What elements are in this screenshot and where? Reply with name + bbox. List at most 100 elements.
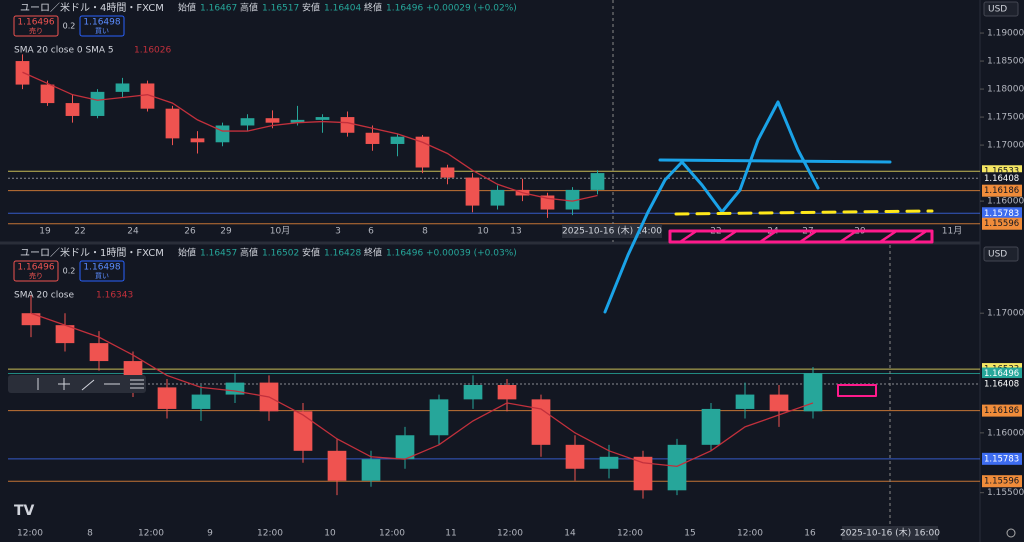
candle-body <box>497 385 517 400</box>
buy-price: 1.16498 <box>83 263 120 273</box>
sell-button[interactable] <box>13 15 59 37</box>
time-label: 12:00 <box>497 529 523 539</box>
time-label: 8 <box>422 227 428 237</box>
drawing-toolbar <box>8 375 146 393</box>
candle-body <box>429 399 449 436</box>
symbol: ユーロ／米ドル・1時間・FXCM <box>20 246 164 259</box>
candle-body <box>90 91 105 116</box>
time-label: 6 <box>368 227 374 237</box>
y-tick-label: 1.19000 <box>987 29 1024 39</box>
candle-body <box>735 394 755 409</box>
indicator: SMA 20 close 0 SMA 5 <box>14 46 114 56</box>
buy-button[interactable] <box>79 15 125 37</box>
candle-body <box>265 118 280 123</box>
drawn-pattern <box>603 100 820 314</box>
candle-body <box>803 373 823 412</box>
y-tick-label: 1.18500 <box>987 57 1024 67</box>
drawn-neckline <box>658 158 892 164</box>
crosshair-time: 2025-10-16 (木) 16:00 <box>840 527 940 539</box>
y-tick-label: 1.16000 <box>987 197 1024 207</box>
candle-body <box>565 189 580 210</box>
drawn-box <box>837 384 877 397</box>
candle-body <box>290 119 305 123</box>
candle-body <box>21 313 41 326</box>
level-tag <box>982 378 1022 391</box>
candle-body <box>115 83 130 92</box>
time-label: 26 <box>184 227 196 237</box>
buy-price: 1.16498 <box>83 18 120 28</box>
currency-button[interactable] <box>983 246 1019 262</box>
sell-button[interactable] <box>13 260 59 282</box>
spread: 0.2 <box>63 22 76 31</box>
quote-label: 始値 <box>178 247 196 259</box>
candle-body <box>440 167 455 178</box>
quote-label: 終値 <box>364 247 382 259</box>
candle-body <box>55 325 75 344</box>
candle-body <box>590 173 605 190</box>
level-tag <box>982 475 1022 488</box>
candle-body <box>40 84 55 104</box>
candle-body <box>215 125 230 143</box>
quote-value: 1.16428 <box>324 249 361 259</box>
quote-value: 1.16467 <box>200 4 237 14</box>
quote-value: 1.16496 <box>386 249 423 259</box>
level-label: 1.16186 <box>984 186 1019 196</box>
time-label: 12:00 <box>138 529 164 539</box>
quote-value: 1.16502 <box>262 249 299 259</box>
candle-body <box>225 382 245 395</box>
drawn-hatch <box>678 230 927 244</box>
level-label: 1.15783 <box>984 209 1019 219</box>
candle-body <box>157 387 177 409</box>
level-label: 1.15596 <box>984 477 1019 487</box>
time-label: 22 <box>74 227 85 237</box>
time-label: 8 <box>87 529 93 539</box>
candle-body <box>327 450 347 481</box>
time-label: 12:00 <box>257 529 283 539</box>
time-label: 19 <box>39 227 51 237</box>
logo: TV <box>14 503 35 519</box>
spread: 0.2 <box>63 267 76 276</box>
quote-value: 1.16517 <box>262 4 299 14</box>
time-label: 11 <box>445 529 456 539</box>
level-tag <box>982 452 1022 465</box>
candle-body <box>190 138 205 143</box>
time-label: 12:00 <box>737 529 763 539</box>
level-label: 1.16533 <box>984 167 1019 177</box>
candle-body <box>599 456 619 469</box>
candle-body <box>565 444 585 469</box>
buy-button[interactable] <box>79 260 125 282</box>
crosshair-time-box <box>842 526 938 540</box>
toolbar-bg <box>8 375 146 393</box>
y-tick-label: 1.17000 <box>987 141 1024 151</box>
time-label: 11月 <box>942 226 962 237</box>
candle-body <box>89 343 109 362</box>
toolbar-icons[interactable] <box>37 378 144 391</box>
quote-value: 1.16496 <box>386 4 423 14</box>
candle-body <box>701 408 721 445</box>
candle-body <box>315 117 330 120</box>
time-label: 14 <box>564 529 576 539</box>
time-label: 12:00 <box>379 529 405 539</box>
y-tick-label: 1.18000 <box>987 85 1024 95</box>
currency: USD <box>988 5 1007 15</box>
currency-button[interactable] <box>983 1 1019 17</box>
settings-icon[interactable] <box>1006 528 1016 538</box>
candle-body <box>633 456 653 491</box>
level-label: 1.16186 <box>984 406 1019 416</box>
time-label: 10月 <box>270 226 290 237</box>
change: +0.00039 (+0.03%) <box>426 249 517 259</box>
candle-body <box>65 103 80 116</box>
quote-value: 1.16457 <box>200 249 237 259</box>
time-label: 10 <box>324 529 336 539</box>
quote-label: 終値 <box>364 2 382 14</box>
time-label: 16 <box>804 529 816 539</box>
symbol: ユーロ／米ドル・4時間・FXCM <box>20 1 164 14</box>
level-label: 1.16496 <box>984 369 1019 379</box>
candle-body <box>191 394 211 409</box>
candle-body <box>240 118 255 126</box>
candle-body <box>165 108 180 139</box>
time-label: 10 <box>477 227 489 237</box>
sell-label: 売り <box>29 271 43 280</box>
